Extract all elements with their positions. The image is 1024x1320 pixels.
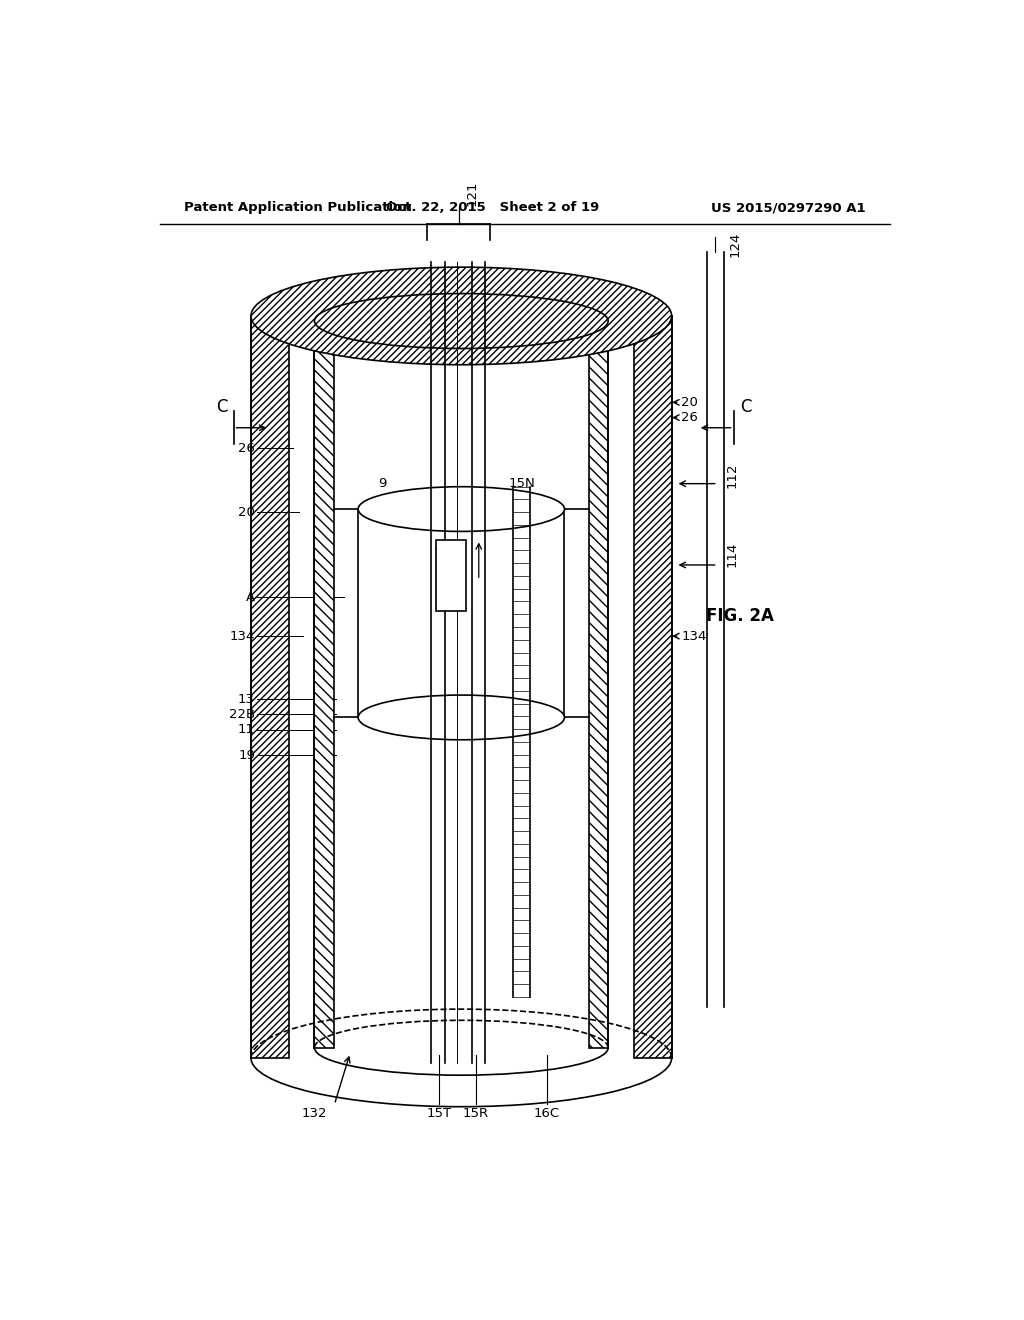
Bar bbox=[314, 326, 334, 1048]
Text: 9: 9 bbox=[378, 477, 386, 490]
Text: A: A bbox=[246, 591, 255, 605]
Text: 112: 112 bbox=[726, 463, 738, 488]
Text: 15R: 15R bbox=[463, 1106, 488, 1119]
Text: FIG. 2A: FIG. 2A bbox=[706, 607, 773, 624]
Text: 114: 114 bbox=[726, 543, 738, 568]
Text: Oct. 22, 2015   Sheet 2 of 19: Oct. 22, 2015 Sheet 2 of 19 bbox=[386, 201, 600, 214]
Ellipse shape bbox=[358, 696, 564, 739]
Text: 13: 13 bbox=[238, 693, 255, 706]
Bar bbox=[589, 326, 608, 1048]
Ellipse shape bbox=[314, 293, 608, 348]
Text: US 2015/0297290 A1: US 2015/0297290 A1 bbox=[712, 201, 866, 214]
Bar bbox=[359, 510, 563, 515]
Text: 20: 20 bbox=[239, 506, 255, 519]
Text: 134: 134 bbox=[681, 630, 707, 643]
Text: 26: 26 bbox=[239, 442, 255, 454]
Bar bbox=[251, 315, 289, 1057]
Text: 16C: 16C bbox=[534, 1106, 560, 1119]
Text: 121: 121 bbox=[465, 181, 478, 206]
Text: 15T: 15T bbox=[427, 1106, 452, 1119]
Ellipse shape bbox=[251, 267, 672, 364]
Ellipse shape bbox=[358, 487, 564, 532]
Text: 124: 124 bbox=[729, 231, 741, 257]
Text: 20: 20 bbox=[681, 396, 698, 409]
Text: 11: 11 bbox=[238, 723, 255, 737]
Text: 15N: 15N bbox=[509, 477, 536, 490]
Bar bbox=[634, 315, 672, 1057]
Text: C: C bbox=[739, 397, 752, 416]
Text: 19: 19 bbox=[239, 748, 255, 762]
Text: 22B: 22B bbox=[228, 708, 255, 721]
Text: C: C bbox=[216, 397, 227, 416]
Bar bbox=[436, 540, 466, 611]
Text: 26: 26 bbox=[681, 411, 698, 424]
Text: 134: 134 bbox=[229, 630, 255, 643]
Text: Patent Application Publication: Patent Application Publication bbox=[183, 201, 412, 214]
Text: 132: 132 bbox=[302, 1106, 328, 1119]
